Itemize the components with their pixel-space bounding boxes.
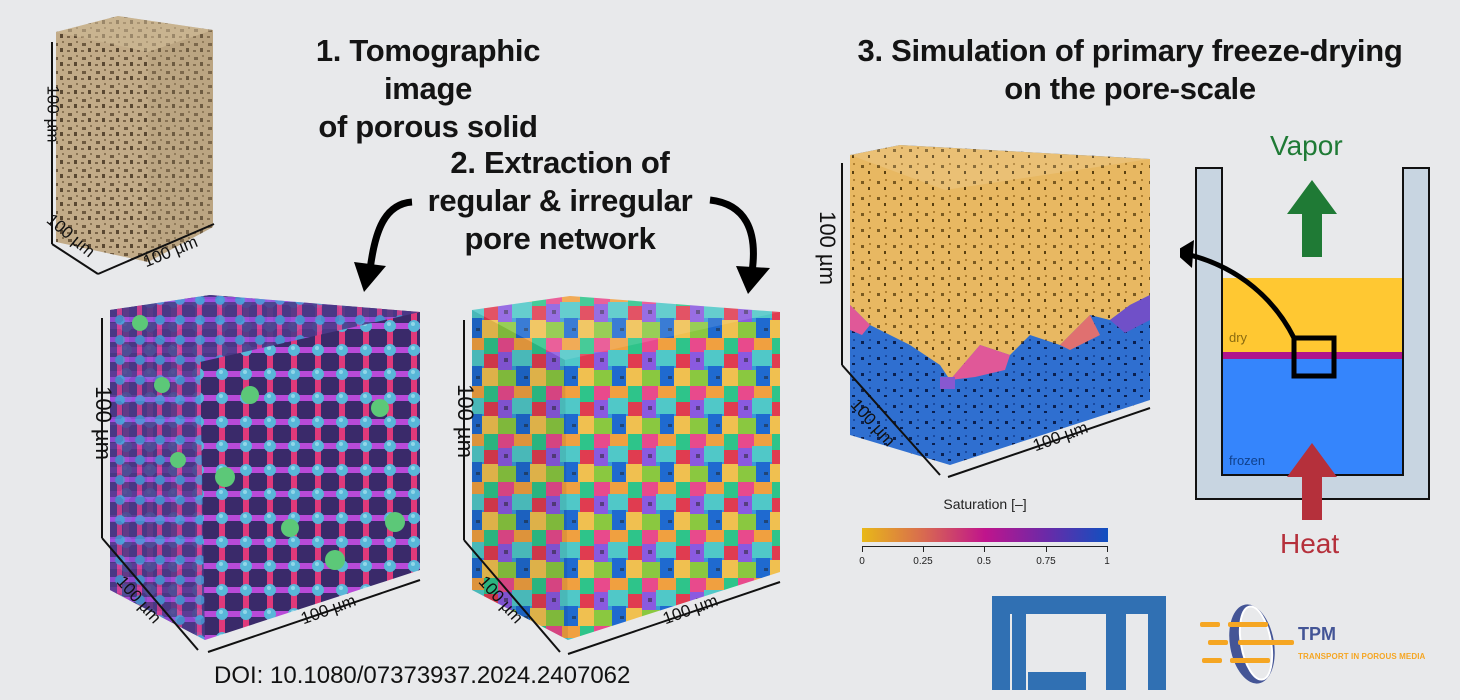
vapor-label: Vapor <box>1270 130 1343 161</box>
irregular-network-image <box>463 296 781 655</box>
frozen-label: frozen <box>1229 453 1266 468</box>
height-axis-label: 100 µm <box>90 386 116 460</box>
vapor-arrow-icon <box>1287 180 1337 257</box>
irregular-pore-network-cube: 100 µm 100 µm 100 µm <box>450 290 810 660</box>
colorbar-gradient <box>862 528 1108 542</box>
arrow-to-irregular-network-icon <box>709 196 770 294</box>
colorbar-tick: 0 <box>859 556 865 567</box>
colorbar-tick: 0.75 <box>1036 556 1056 567</box>
dry-label: dry <box>1229 330 1248 345</box>
colorbar-tick: 1 <box>1104 556 1110 567</box>
simulation-cube: 100 µm 100 µm 100 µm <box>810 145 1170 485</box>
vial-diagram <box>1180 167 1430 520</box>
tpm-title: TPM <box>1298 624 1336 644</box>
step3-title: 3. Simulation of primary freeze-drying o… <box>857 33 1403 106</box>
colorbar-title: Saturation [–] <box>943 496 1027 512</box>
heat-arrow-icon <box>1287 443 1337 520</box>
height-axis-label: 100 µm <box>43 85 63 143</box>
porous-solid-image <box>51 16 215 275</box>
colorbar-tick: 0.5 <box>977 556 991 567</box>
tomography-cube: 100 µm 100 µm 100 µm <box>38 12 298 282</box>
regular-pore-network-cube: 100 µm 100 µm 100 µm <box>90 290 450 660</box>
saturation-colorbar: Saturation [–] 0 0.25 0.5 0.75 1 <box>859 496 1110 576</box>
step2-title: 2. Extraction of regular & irregular por… <box>427 145 693 256</box>
step1-title: 1. Tomographic image of porous solid <box>315 33 541 144</box>
height-axis-label: 100 µm <box>452 384 478 458</box>
tpm-subtitle: TRANSPORT IN POROUS MEDIA <box>1298 652 1426 661</box>
tpm-logo-icon <box>1200 604 1294 684</box>
height-axis-label: 100 µm <box>814 211 840 285</box>
colorbar-tick: 0.25 <box>913 556 933 567</box>
saturation-cube-image <box>841 145 1151 478</box>
heat-label: Heat <box>1280 528 1340 559</box>
regular-network-image <box>101 295 421 653</box>
tum-logo-icon <box>992 596 1166 690</box>
doi-reference[interactable]: DOI: 10.1080/07373937.2024.2407062 <box>214 662 631 689</box>
arrow-to-regular-network-icon <box>354 198 413 292</box>
